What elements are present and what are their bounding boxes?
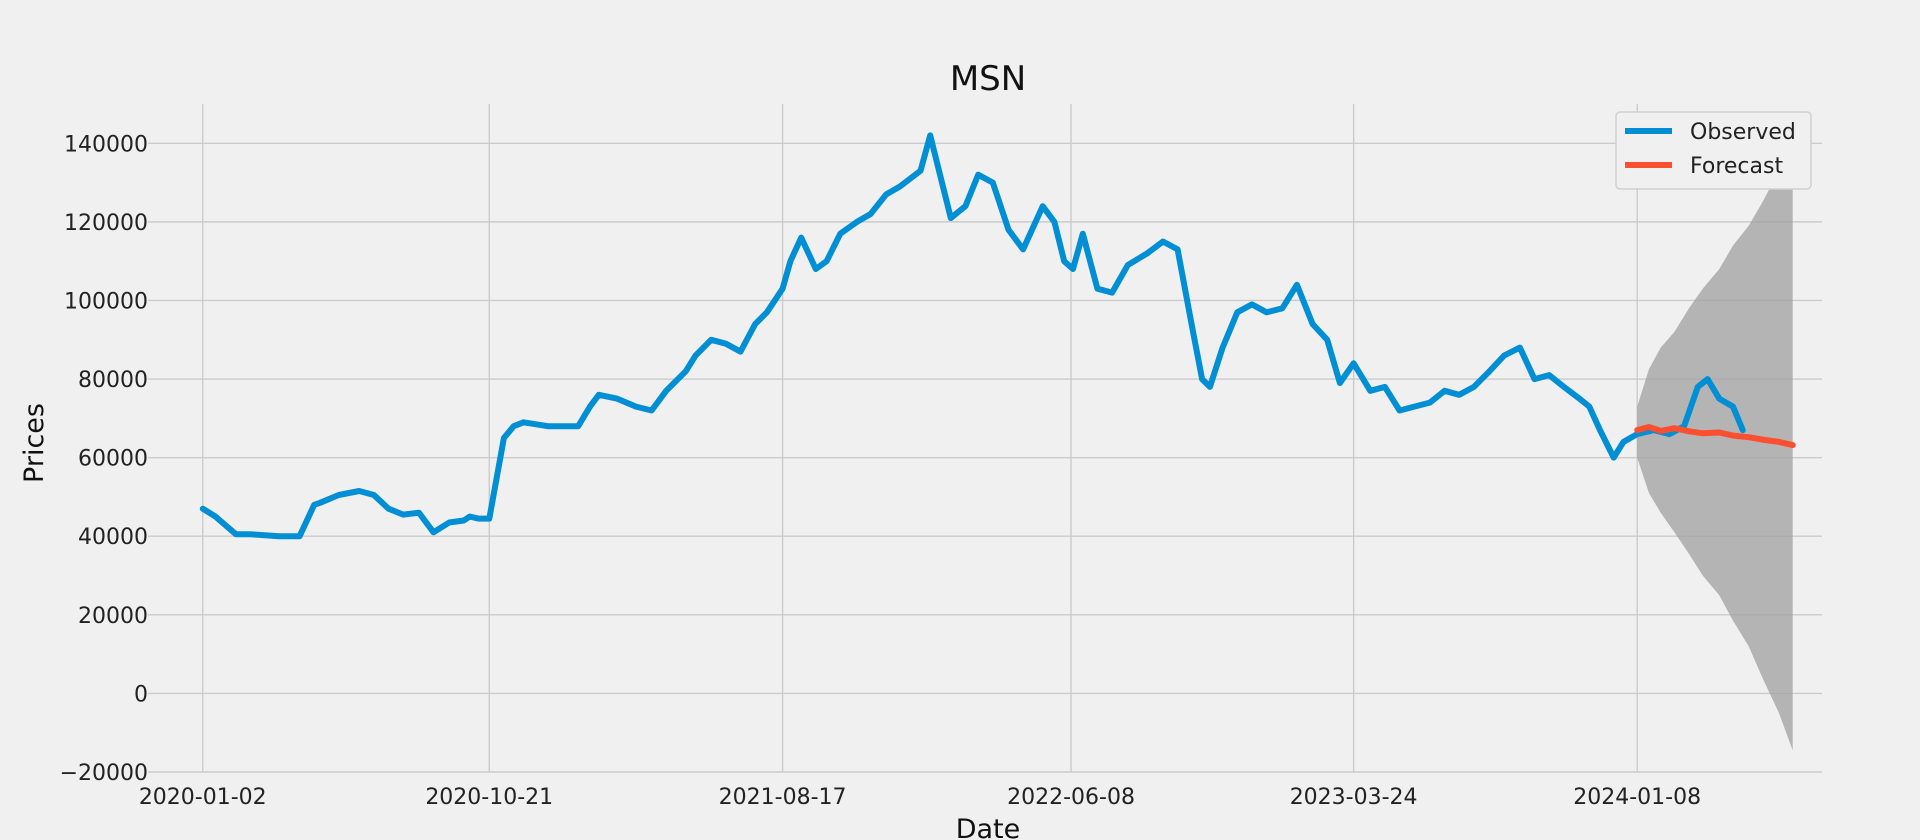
x-tick-label: 2020-01-02: [139, 785, 267, 810]
x-tick-label: 2023-03-24: [1290, 785, 1418, 810]
chart-title: MSN: [950, 59, 1026, 99]
y-tick-label: 40000: [78, 525, 148, 550]
x-tick-label: 2022-06-08: [1007, 785, 1135, 810]
x-tick-label: 2020-10-21: [425, 785, 553, 810]
y-axis-label: Prices: [19, 403, 50, 483]
y-tick-labels: −20000 0 20000 40000 60000 80000 100000 120000 1…: [60, 132, 148, 786]
grid-lines: [148, 104, 1822, 773]
x-tick-labels: 2020-01-02 2020-10-21 2021-08-17 2022-06-08…: [139, 785, 1701, 810]
legend: Observed Forecast: [1615, 111, 1812, 190]
y-tick-label: 100000: [64, 289, 148, 314]
series-line-forecast: [1634, 424, 1796, 449]
series-line-observed: [199, 132, 1746, 540]
y-tick-label: 20000: [78, 604, 148, 629]
legend-label-forecast: Forecast: [1690, 154, 1783, 179]
x-tick-label: 2024-01-08: [1573, 785, 1701, 810]
legend-label-observed: Observed: [1690, 120, 1796, 145]
forecast-confidence-band: [1637, 139, 1793, 751]
x-axis-label: Date: [956, 814, 1021, 840]
y-tick-label: 0: [134, 682, 148, 707]
y-tick-label: −20000: [60, 761, 148, 786]
x-tick-label: 2021-08-17: [719, 785, 847, 810]
series-layer: [199, 132, 1796, 540]
y-tick-label: 140000: [64, 132, 148, 157]
confidence-band-layer: [1637, 139, 1793, 751]
y-tick-label: 60000: [78, 447, 148, 472]
y-tick-label: 80000: [78, 368, 148, 393]
y-tick-label: 120000: [64, 211, 148, 236]
